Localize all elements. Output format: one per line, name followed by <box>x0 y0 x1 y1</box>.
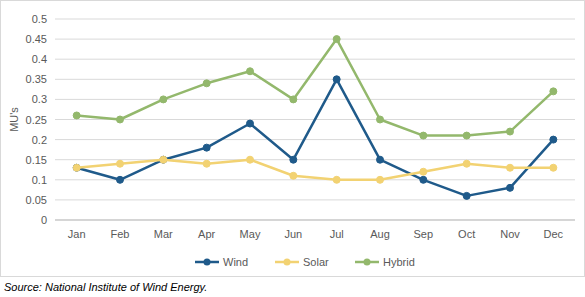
series-point <box>377 156 384 163</box>
y-tick-label: 0.5 <box>32 13 47 25</box>
series-point <box>463 160 470 167</box>
grid-line <box>55 179 575 180</box>
series-point <box>290 172 297 179</box>
series-point <box>550 88 557 95</box>
series-point <box>117 160 124 167</box>
series-point <box>463 132 470 139</box>
x-tick-label: Dec <box>544 228 564 240</box>
series-point <box>463 192 470 199</box>
series-point <box>290 156 297 163</box>
y-axis-title: MU's <box>8 107 20 132</box>
series-point <box>507 128 514 135</box>
grid-line <box>55 139 575 140</box>
legend-marker <box>284 259 291 266</box>
y-tick-label: 0.3 <box>32 93 47 105</box>
series-line <box>77 79 554 196</box>
y-tick-label: 0.05 <box>26 194 47 206</box>
x-tick-label: Apr <box>198 228 215 240</box>
series-point <box>507 184 514 191</box>
x-tick-label: Mar <box>154 228 173 240</box>
grid-line <box>55 19 575 20</box>
series-point <box>333 176 340 183</box>
series-point <box>333 36 340 43</box>
plot-area <box>73 36 557 200</box>
series-point <box>420 132 427 139</box>
series-point <box>507 164 514 171</box>
series-point <box>203 144 210 151</box>
series-line <box>77 160 554 180</box>
series-point <box>550 136 557 143</box>
y-tick-label: 0.1 <box>32 174 47 186</box>
y-tick-label: 0.2 <box>32 134 47 146</box>
x-tick-label: Jun <box>284 228 302 240</box>
x-tick-label: Feb <box>111 228 130 240</box>
series-point <box>290 96 297 103</box>
x-tick-label: Sep <box>414 228 434 240</box>
series-point <box>203 160 210 167</box>
y-tick-label: 0.35 <box>26 73 47 85</box>
x-tick-label: Jul <box>330 228 344 240</box>
y-tick-label: 0.4 <box>32 53 47 65</box>
grid-line <box>55 159 575 160</box>
series-point <box>73 112 80 119</box>
grid-line <box>55 59 575 60</box>
grid-line <box>55 220 575 221</box>
x-tick-label: Nov <box>500 228 520 240</box>
x-tick-label: Jan <box>68 228 86 240</box>
series-point <box>160 156 167 163</box>
chart-border <box>1 1 585 277</box>
chart: 0 0.05 0.1 0.15 0.2 0.25 0.3 0.35 0.4 0.45 0.5 MU's… <box>0 0 585 297</box>
series-point <box>203 80 210 87</box>
legend-label: Hybrid <box>383 256 415 268</box>
grid-line <box>55 199 575 200</box>
y-tick-label: 0.25 <box>26 114 47 126</box>
x-axis-line <box>55 220 575 221</box>
y-tick-label: 0.45 <box>26 33 47 45</box>
series-point <box>160 96 167 103</box>
grid-line <box>55 39 575 40</box>
y-tick-label: 0 <box>41 214 47 226</box>
legend-marker <box>364 259 371 266</box>
grid-line <box>55 79 575 80</box>
y-tick-label: 0.15 <box>26 154 47 166</box>
series-point <box>333 76 340 83</box>
x-tick-label: Aug <box>370 228 390 240</box>
legend-label: Wind <box>223 256 248 268</box>
legend-marker <box>204 259 211 266</box>
x-tick-label: May <box>240 228 261 240</box>
series-point <box>73 164 80 171</box>
series-point <box>420 168 427 175</box>
series-point <box>377 176 384 183</box>
x-tick-label: Oct <box>458 228 475 240</box>
series-point <box>117 116 124 123</box>
series-point <box>160 156 167 163</box>
grid-line <box>55 99 575 100</box>
series-point <box>117 176 124 183</box>
series-point <box>247 120 254 127</box>
source-note: Source: National Institute of Wind Energ… <box>4 281 207 293</box>
series-point <box>247 156 254 163</box>
series-point <box>247 68 254 75</box>
series-line <box>77 39 554 135</box>
series-point <box>550 164 557 171</box>
series-point <box>377 116 384 123</box>
legend-label: Solar <box>303 256 329 268</box>
series-point <box>420 176 427 183</box>
series-point <box>73 164 80 171</box>
